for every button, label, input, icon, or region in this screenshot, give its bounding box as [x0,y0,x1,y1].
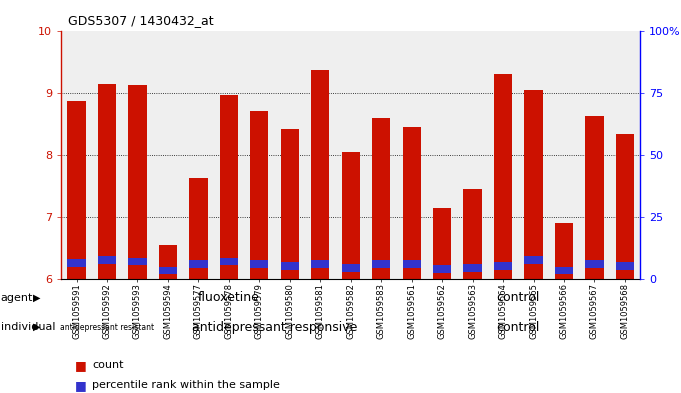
Bar [366,31,396,279]
Text: GDS5307 / 1430432_at: GDS5307 / 1430432_at [68,15,214,28]
Bar [189,178,208,279]
Text: ▶: ▶ [33,293,40,303]
Text: count: count [92,360,123,371]
Text: percentile rank within the sample: percentile rank within the sample [92,380,280,390]
Bar [402,127,421,279]
Bar [220,258,238,265]
Bar [128,85,146,279]
Bar [524,90,543,279]
Bar [214,31,244,279]
Bar [524,256,543,264]
Bar [274,31,305,279]
Bar [518,31,549,279]
Bar [494,73,512,279]
Bar [433,208,452,279]
Bar [67,101,86,279]
Bar [311,70,330,279]
Bar [555,266,573,274]
Bar [549,31,580,279]
Bar [220,95,238,279]
Bar [402,261,421,268]
Bar [555,223,573,279]
Bar [342,264,360,272]
Bar [281,262,299,270]
Bar [372,118,390,279]
Bar [585,116,603,279]
Bar [128,258,146,265]
Bar [585,261,603,268]
Bar [250,261,268,268]
Text: ■: ■ [75,359,86,372]
Text: ▶: ▶ [33,322,40,332]
Bar [61,31,92,279]
Text: antidepressant resistant: antidepressant resistant [60,323,154,332]
Bar [616,262,634,270]
Bar [159,245,177,279]
Text: control: control [496,321,540,334]
Bar [427,31,458,279]
Text: agent: agent [1,293,33,303]
Bar [122,31,153,279]
Bar [311,261,330,268]
Text: fluoxetine: fluoxetine [198,291,259,304]
Bar [342,152,360,279]
Text: ■: ■ [75,378,86,392]
Bar [98,84,116,279]
Bar [153,31,183,279]
Text: antidepressant responsive: antidepressant responsive [192,321,358,334]
Bar [92,31,122,279]
Bar [396,31,427,279]
Bar [580,31,609,279]
Bar [458,31,488,279]
Bar [183,31,214,279]
Bar [464,264,481,272]
Bar [336,31,366,279]
Bar [464,189,481,279]
Bar [189,261,208,268]
Bar [281,129,299,279]
Bar [616,134,634,279]
Bar [305,31,336,279]
Bar [609,31,640,279]
Text: individual: individual [1,322,55,332]
Text: control: control [496,291,540,304]
Bar [488,31,518,279]
Bar [433,265,452,273]
Bar [98,256,116,264]
Bar [67,259,86,266]
Bar [244,31,274,279]
Bar [250,111,268,279]
Bar [159,266,177,274]
Bar [372,261,390,268]
Bar [494,262,512,270]
